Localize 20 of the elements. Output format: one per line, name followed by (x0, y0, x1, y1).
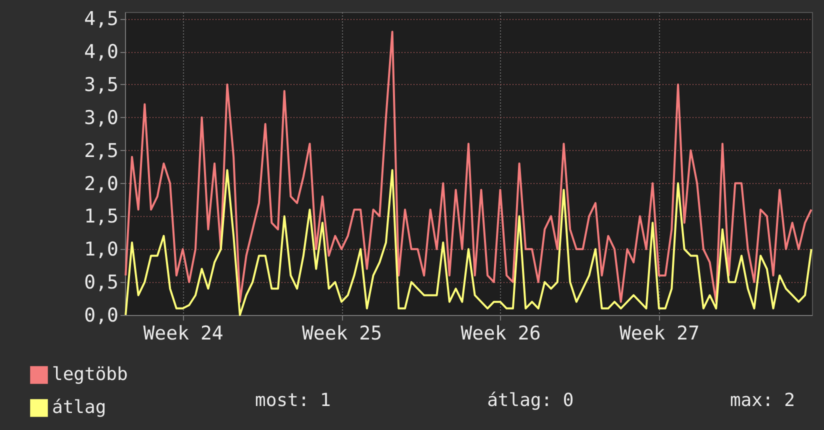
text: most: 1 (255, 390, 331, 411)
y-tick-label: 3,5 (84, 74, 118, 96)
y-tick-label: 1,0 (84, 238, 118, 261)
y-tick-label: 4,5 (84, 8, 118, 30)
line-series (124, 30, 812, 303)
x-tick-label: Week 27 (619, 322, 700, 344)
x-tick-label: Week 25 (302, 322, 382, 344)
y-tick-label: 2,0 (84, 172, 118, 195)
y-tick-label: 2,5 (84, 140, 118, 162)
legend-label: átlag (52, 397, 106, 418)
x-tick-label: Week 26 (460, 322, 541, 344)
text: átlag: 0 (487, 390, 574, 411)
legend-label: legtöbb (52, 364, 128, 385)
x-tick-label: Week 24 (143, 322, 224, 344)
y-tick-label: 0,5 (84, 272, 118, 294)
y-tick-label: 0,0 (84, 304, 118, 326)
y-tick-label: 3,0 (84, 106, 118, 129)
y-tick-label: 1,5 (84, 206, 118, 228)
y-tick-label: 4,0 (84, 41, 118, 64)
text: max: 2 (730, 390, 795, 411)
